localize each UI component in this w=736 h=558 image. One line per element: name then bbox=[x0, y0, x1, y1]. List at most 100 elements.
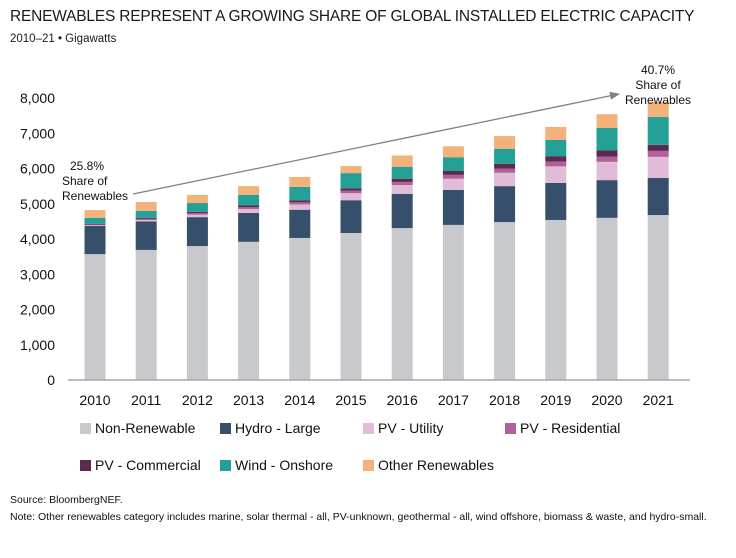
bar-segment-hydro-large bbox=[84, 225, 106, 255]
y-tick-label: 6,000 bbox=[20, 161, 55, 177]
y-tick-label: 2,000 bbox=[20, 302, 55, 318]
stacked-bar-chart: 0 1,000 2,000 3,000 4,000 5,000 6,000 7,000 8,00… bbox=[20, 63, 691, 408]
bar-stack-2012 bbox=[186, 194, 208, 380]
bar-segment-wind-onshore bbox=[238, 194, 260, 206]
bar-segment-non-renewable bbox=[289, 237, 311, 380]
bar-stack-2015 bbox=[340, 166, 362, 380]
legend-label: Hydro - Large bbox=[235, 420, 321, 436]
x-tick-label: 2016 bbox=[387, 392, 418, 408]
bar-stack-2019 bbox=[545, 126, 567, 380]
legend-item-pv-utility: PV - Utility bbox=[363, 420, 443, 436]
bar-segment-wind-onshore bbox=[289, 186, 311, 201]
bar-segment-other-renewables bbox=[596, 114, 618, 128]
bar-segment-hydro-large bbox=[596, 180, 618, 218]
bar-segment-non-renewable bbox=[238, 241, 260, 380]
x-axis: 2010 2011 2012 2013 2014 2015 2016 2017 2018 2019… bbox=[79, 392, 674, 408]
bar-segment-pv-commercial bbox=[289, 200, 311, 203]
chart-subtitle: 2010–21 • Gigawatts bbox=[10, 33, 117, 45]
bar-segment-pv-commercial bbox=[545, 156, 567, 162]
bar-segment-non-renewable bbox=[494, 222, 516, 380]
x-tick-label: 2011 bbox=[131, 392, 161, 408]
x-tick-label: 2019 bbox=[540, 392, 571, 408]
bar-segment-hydro-large bbox=[289, 209, 311, 238]
x-tick-label: 2020 bbox=[591, 392, 622, 408]
annotation-2010-text: Renewables bbox=[62, 189, 128, 203]
x-tick-label: 2018 bbox=[489, 392, 520, 408]
bar-segment-hydro-large bbox=[545, 182, 567, 220]
annotation-2021-text: Renewables bbox=[625, 93, 691, 107]
bar-segment-pv-utility bbox=[238, 209, 260, 213]
x-tick-label: 2010 bbox=[79, 392, 110, 408]
legend-label: PV - Utility bbox=[378, 420, 444, 436]
legend-item-pv-residential: PV - Residential bbox=[505, 420, 620, 436]
source-note: Source: BloombergNEF. bbox=[10, 494, 123, 506]
legend-label: PV - Residential bbox=[520, 420, 621, 436]
bar-segment-pv-commercial bbox=[647, 144, 669, 151]
bar-segment-other-renewables bbox=[442, 146, 464, 158]
legend-swatch bbox=[80, 459, 91, 471]
bar-segment-pv-utility bbox=[84, 225, 106, 226]
bar-segment-pv-utility bbox=[135, 219, 157, 222]
bar-segment-non-renewable bbox=[596, 217, 618, 380]
legend-item-non-renewable: Non-Renewable bbox=[80, 420, 195, 436]
bar-segment-pv-utility bbox=[647, 156, 669, 179]
y-tick-label: 3,000 bbox=[20, 266, 55, 282]
bar-segment-hydro-large bbox=[494, 186, 516, 223]
bar-segment-hydro-large bbox=[238, 212, 260, 242]
y-tick-label: 0 bbox=[47, 372, 55, 388]
bar-segment-wind-onshore bbox=[442, 157, 464, 171]
legend-swatch bbox=[363, 422, 374, 434]
bar-segment-pv-residential bbox=[84, 224, 106, 226]
bar-segment-pv-commercial bbox=[238, 205, 260, 208]
y-tick-label: 5,000 bbox=[20, 196, 55, 212]
bar-stack-2020 bbox=[596, 114, 618, 380]
x-tick-label: 2014 bbox=[284, 392, 315, 408]
bar-segment-pv-utility bbox=[494, 172, 516, 187]
bar-segment-other-renewables bbox=[647, 101, 669, 118]
bar-segment-wind-onshore bbox=[84, 217, 106, 224]
bar-stack-2013 bbox=[238, 186, 260, 380]
legend-swatch bbox=[80, 422, 91, 434]
x-tick-label: 2017 bbox=[438, 392, 469, 408]
legend-item-other-renewables: Other Renewables bbox=[363, 457, 494, 473]
legend-label: Non-Renewable bbox=[95, 420, 196, 436]
legend-item-wind-onshore: Wind - Onshore bbox=[220, 457, 333, 473]
bar-segment-pv-residential bbox=[596, 156, 618, 162]
bar-segment-pv-residential bbox=[545, 161, 567, 167]
bar-stack-2011 bbox=[135, 201, 157, 380]
bar-segment-pv-residential bbox=[289, 202, 311, 205]
bar-segment-wind-onshore bbox=[135, 210, 157, 218]
bar-segment-pv-commercial bbox=[84, 223, 106, 225]
x-tick-label: 2021 bbox=[643, 392, 674, 408]
bar-segment-other-renewables bbox=[391, 155, 413, 167]
bar-segment-pv-commercial bbox=[442, 170, 464, 175]
bar-segment-other-renewables bbox=[340, 166, 362, 174]
legend-label: Other Renewables bbox=[378, 457, 494, 473]
bar-segment-pv-residential bbox=[238, 207, 260, 210]
bar-segment-pv-residential bbox=[391, 181, 413, 186]
bar-segment-other-renewables bbox=[135, 201, 157, 211]
bar-segment-pv-residential bbox=[186, 213, 208, 215]
y-tick-label: 4,000 bbox=[20, 231, 55, 247]
legend-swatch bbox=[363, 459, 374, 471]
bar-segment-pv-residential bbox=[340, 190, 362, 194]
bar-segment-wind-onshore bbox=[647, 117, 669, 145]
bar-segment-pv-utility bbox=[545, 166, 567, 183]
bar-segment-pv-utility bbox=[391, 185, 413, 194]
bar-segment-hydro-large bbox=[340, 200, 362, 234]
bar-segment-non-renewable bbox=[391, 228, 413, 380]
bar-segment-other-renewables bbox=[84, 210, 106, 218]
bar-segment-pv-commercial bbox=[391, 178, 413, 182]
bar-segment-non-renewable bbox=[84, 254, 106, 380]
bar-segment-wind-onshore bbox=[340, 173, 362, 189]
y-tick-label: 1,000 bbox=[20, 337, 55, 353]
x-tick-label: 2012 bbox=[182, 392, 213, 408]
bar-segment-pv-commercial bbox=[494, 163, 516, 169]
footer: Source: BloombergNEF. Note: Other renewa… bbox=[10, 492, 710, 525]
bar-stack-2010 bbox=[84, 210, 106, 380]
x-tick-label: 2013 bbox=[233, 392, 264, 408]
legend-label: PV - Commercial bbox=[95, 457, 201, 473]
bar-segment-pv-commercial bbox=[135, 217, 157, 219]
chart-title: RENEWABLES REPRESENT A GROWING SHARE OF … bbox=[10, 8, 695, 25]
